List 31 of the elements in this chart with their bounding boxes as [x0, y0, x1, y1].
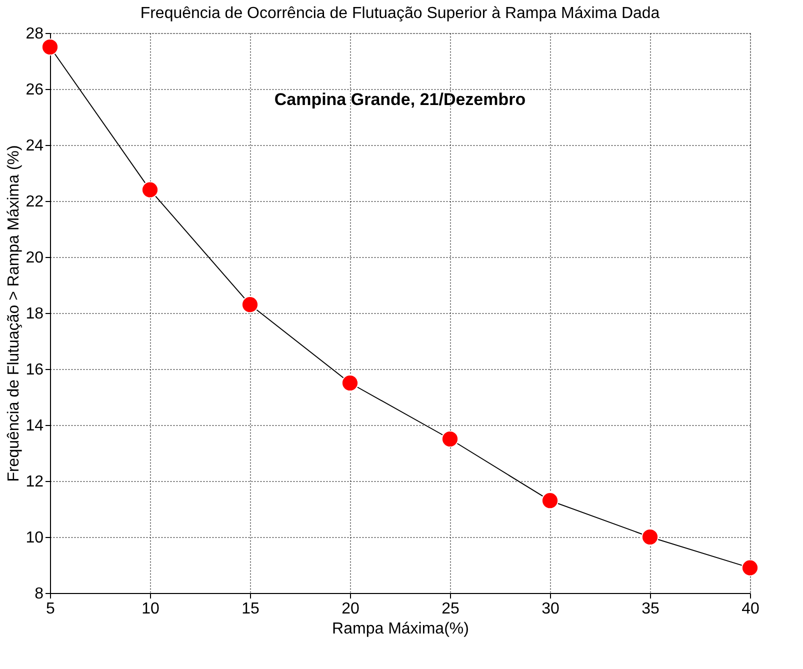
y-tick-label: 10 — [26, 530, 44, 546]
y-tick-label: 26 — [26, 82, 44, 98]
x-axis-title: Rampa Máxima(%) — [332, 620, 469, 638]
point — [41, 38, 59, 56]
y-axis-title: Frequência de Flutuação > Rampa Máxima (%) — [6, 145, 23, 482]
y-tick-label: 8 — [34, 586, 44, 602]
y-tick-label: 22 — [26, 194, 44, 210]
y-tick-label: 20 — [26, 250, 44, 266]
x-tick-label: 25 — [442, 600, 460, 618]
y-tick-label: 16 — [26, 362, 44, 378]
point — [541, 492, 559, 510]
x-tick-label: 30 — [542, 600, 560, 618]
point — [441, 430, 459, 448]
point — [341, 374, 359, 392]
chart-title: Frequência de Ocorrência de Flutuação Superior à Rampa Máxima Dada — [140, 5, 660, 22]
y-tick-label: 24 — [26, 138, 44, 154]
x-tick-label: 40 — [742, 600, 760, 618]
x-tick-label: 5 — [46, 600, 56, 618]
annotation: Campina Grande, 21/Dezembro — [274, 90, 526, 110]
point — [641, 528, 659, 546]
point — [241, 296, 259, 314]
point — [141, 181, 159, 198]
point — [741, 559, 759, 576]
x-tick-label: 20 — [342, 600, 360, 618]
y-tick-label: 12 — [26, 474, 44, 490]
y-tick-label: 14 — [26, 418, 44, 434]
x-tick-label: 10 — [142, 600, 160, 618]
x-tick-label: 35 — [642, 600, 660, 618]
x-tick-label: 15 — [242, 600, 260, 618]
y-tick-label: 28 — [26, 26, 44, 42]
y-tick-label: 18 — [26, 306, 44, 322]
